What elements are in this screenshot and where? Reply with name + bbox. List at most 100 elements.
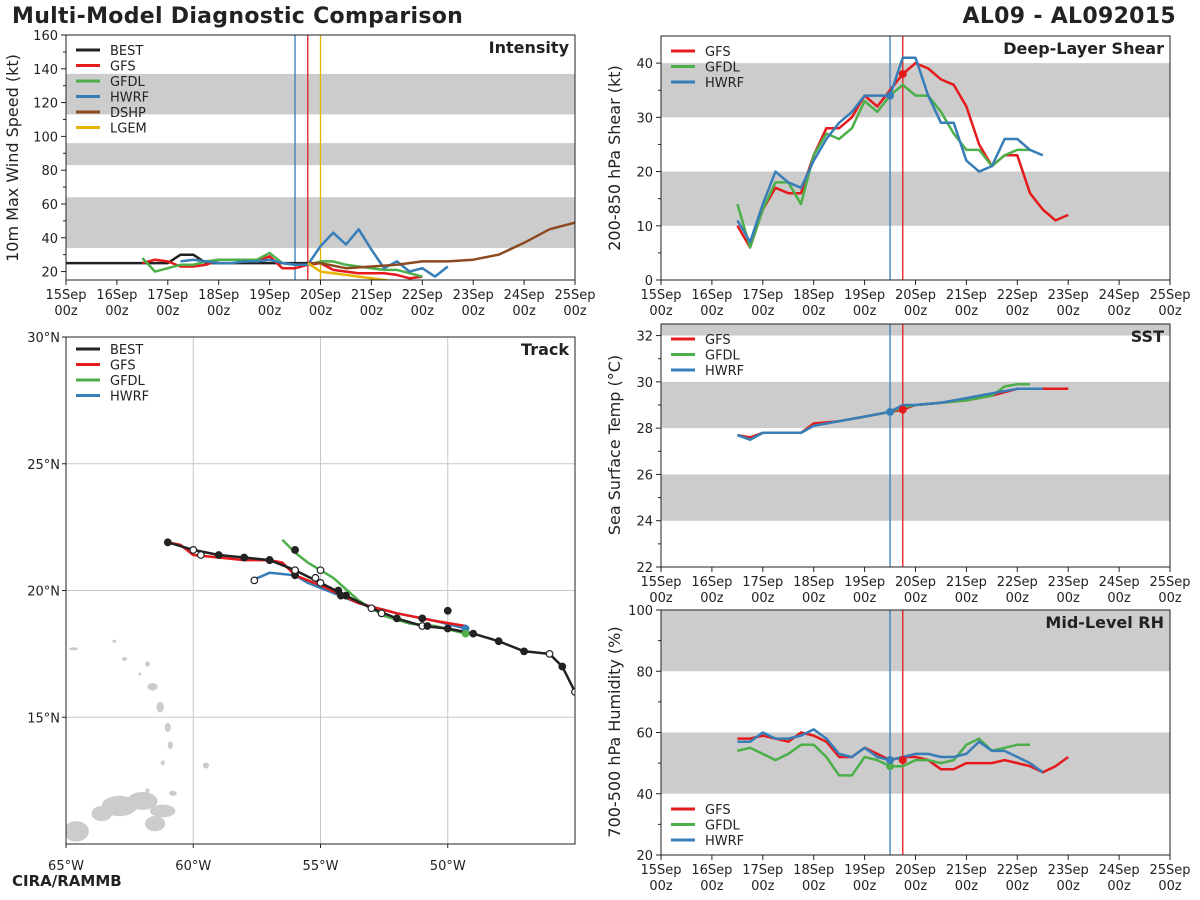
rh-xtick-date: 18Sep [793, 863, 834, 878]
rh-xtick-date: 15Sep [640, 863, 681, 878]
intensity-ytick-label: 60 [41, 198, 58, 213]
shear-ylabel: 200-850 hPa Shear (kt) [605, 65, 624, 251]
shear-marker-gfs [898, 69, 907, 78]
intensity-xtick-date: 15Sep [45, 288, 86, 303]
sst-xtick-date: 19Sep [844, 575, 885, 590]
track-position-point [291, 566, 299, 575]
shear-xtick-hour: 00z [904, 304, 928, 319]
intensity-xtick-hour: 00z [360, 304, 384, 319]
sst-xtick-hour: 00z [1158, 591, 1182, 606]
land-island [164, 722, 171, 732]
track-legend-label-gfs: GFS [110, 359, 136, 374]
rh-xtick-hour: 00z [751, 879, 775, 894]
sst-band-0 [661, 474, 1170, 521]
rh-xtick-date: 22Sep [997, 863, 1038, 878]
land-island [160, 760, 165, 766]
land-island [121, 656, 128, 661]
sst-xtick-date: 21Sep [946, 575, 987, 590]
track-position-point [418, 614, 427, 623]
sst-ylabel: Sea Surface Temp (°C) [605, 355, 624, 535]
intensity-ytick-label: 100 [33, 130, 58, 145]
intensity-xtick-hour: 00z [54, 304, 78, 319]
sst-ytick-label: 26 [636, 468, 653, 483]
land-island [91, 805, 112, 822]
best-track-point [571, 688, 575, 696]
rh-legend-label-gfdl: GFDL [705, 819, 741, 834]
intensity-legend-label-lgem: LGEM [110, 122, 147, 137]
intensity-legend-label-gfdl: GFDL [110, 75, 146, 90]
rh-xtick-date: 25Sep [1149, 863, 1190, 878]
rh-marker-gfdl [886, 762, 895, 771]
shear-band-1 [661, 63, 1170, 118]
intensity-legend-label-gfs: GFS [110, 60, 136, 75]
shear-xtick-date: 16Sep [691, 288, 732, 303]
sst-xtick-hour: 00z [802, 591, 826, 606]
intensity-xtick-hour: 00z [563, 304, 587, 319]
intensity-series-gfs [141, 255, 423, 280]
credit-label: CIRA/RAMMB [12, 872, 122, 890]
intensity-xtick-date: 19Sep [249, 288, 290, 303]
rh-xtick-hour: 00z [853, 879, 877, 894]
track-position-point [334, 586, 343, 595]
track-position-point [423, 622, 432, 630]
track-xtick-label: 60°W [175, 859, 211, 874]
shear-xtick-date: 19Sep [844, 288, 885, 303]
rh-xtick-date: 20Sep [895, 863, 936, 878]
land-island [167, 741, 173, 749]
shear-panel: 01020304015Sep00z16Sep00z17Sep00z18Sep00… [605, 35, 1191, 319]
shear-xtick-hour: 00z [649, 304, 673, 319]
intensity-xtick-date: 21Sep [351, 288, 392, 303]
land-island [149, 804, 176, 818]
intensity-xtick-hour: 00z [309, 304, 333, 319]
intensity-xtick-hour: 00z [105, 304, 129, 319]
land-island [127, 791, 158, 810]
track-legend-label-best: BEST [110, 343, 143, 358]
intensity-xtick-hour: 00z [156, 304, 180, 319]
shear-xtick-date: 20Sep [895, 288, 936, 303]
shear-legend-label-hwrf: HWRF [705, 76, 744, 91]
sst-ytick-label: 24 [636, 515, 653, 530]
best-track-point [443, 624, 452, 633]
track-position-point [291, 546, 299, 554]
intensity-xtick-date: 16Sep [96, 288, 137, 303]
rh-xtick-hour: 00z [955, 879, 979, 894]
rh-title: Mid-Level RH [1045, 613, 1164, 632]
sst-marker-gfs [898, 405, 907, 414]
rh-xtick-date: 23Sep [1048, 863, 1089, 878]
intensity-ytick-label: 20 [41, 266, 58, 281]
intensity-ytick-label: 80 [41, 164, 58, 179]
rh-ytick-label: 100 [628, 604, 653, 619]
track-position-point [443, 606, 452, 615]
sst-xtick-date: 24Sep [1099, 575, 1140, 590]
best-track-point [494, 637, 503, 646]
sst-band-2 [661, 324, 1170, 336]
intensity-xtick-date: 20Sep [300, 288, 341, 303]
sst-xtick-date: 18Sep [793, 575, 834, 590]
shear-xtick-hour: 00z [751, 304, 775, 319]
intensity-panel: 2040608010012014016015Sep00z16Sep00z17Se… [3, 29, 596, 319]
intensity-xtick-date: 24Sep [504, 288, 545, 303]
rh-ylabel: 700-500 hPa Humidity (%) [605, 626, 624, 837]
rh-ytick-label: 20 [636, 849, 653, 864]
sst-xtick-date: 17Sep [742, 575, 783, 590]
land-island [202, 762, 210, 769]
shear-xtick-hour: 00z [1158, 304, 1182, 319]
rh-legend-label-hwrf: HWRF [705, 834, 744, 849]
intensity-ytick-label: 40 [41, 232, 58, 247]
sst-legend-label-hwrf: HWRF [705, 364, 744, 379]
shear-marker-hwrf [886, 91, 895, 100]
sst-panel: 22242628303215Sep00z16Sep00z17Sep00z18Se… [605, 323, 1191, 606]
rh-ytick-label: 80 [636, 665, 653, 680]
best-track-point [520, 647, 528, 656]
rh-xtick-hour: 00z [904, 879, 928, 894]
sst-legend-label-gfdl: GFDL [705, 349, 741, 364]
land-island [144, 661, 150, 667]
best-track-point [163, 538, 172, 547]
sst-xtick-hour: 00z [853, 591, 877, 606]
best-track-point [545, 649, 554, 658]
track-ytick-label: 20°N [27, 585, 60, 600]
rh-marker-gfs [898, 756, 907, 765]
rh-xtick-hour: 00z [1006, 879, 1030, 894]
shear-xtick-hour: 00z [1006, 304, 1030, 319]
